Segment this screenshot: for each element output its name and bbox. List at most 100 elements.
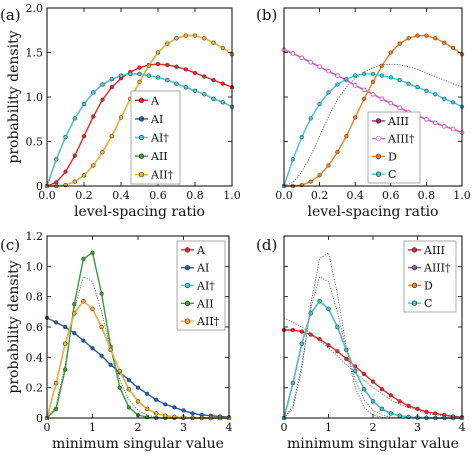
x-tick-label: 0 — [281, 421, 288, 434]
legend-swatch-marker — [411, 282, 418, 288]
data-point — [299, 135, 304, 140]
series-line-AIII — [284, 329, 463, 418]
x-tick-label: 0.4 — [346, 189, 364, 202]
data-point — [53, 406, 59, 411]
data-point — [81, 256, 86, 261]
data-point — [211, 96, 216, 101]
data-point — [317, 64, 322, 70]
data-point — [397, 399, 402, 404]
data-point — [109, 77, 114, 82]
data-point — [379, 387, 384, 392]
data-point — [163, 413, 168, 418]
legend-swatch-marker — [184, 265, 191, 271]
data-point — [202, 36, 207, 41]
legend-entry-label: AI† — [196, 280, 215, 293]
data-point — [126, 405, 131, 410]
data-point — [433, 92, 438, 97]
data-point — [53, 320, 59, 325]
data-point — [406, 403, 411, 408]
data-point — [362, 387, 367, 392]
legend-entry-label: AII† — [196, 315, 220, 328]
x-tick-label: 0.8 — [418, 189, 436, 202]
legend-swatch-marker — [184, 282, 191, 289]
x-axis-label: level-spacing ratio — [308, 204, 439, 220]
data-point — [108, 362, 113, 367]
data-point — [450, 126, 456, 132]
data-point — [190, 411, 195, 416]
legend-entry-label: C — [388, 168, 396, 181]
data-point — [335, 73, 340, 78]
data-point — [361, 87, 367, 93]
data-point — [388, 411, 393, 416]
data-point — [379, 73, 384, 78]
data-point — [63, 367, 68, 372]
legend: A AI AI† AII AII† — [176, 240, 226, 331]
data-point — [91, 114, 96, 119]
data-point — [63, 324, 68, 330]
legend-entry-label: AI† — [150, 132, 169, 145]
data-point — [370, 379, 376, 384]
data-point — [353, 368, 358, 374]
data-point — [290, 381, 295, 386]
y-tick-label: 1.5 — [26, 47, 44, 60]
data-point — [344, 134, 349, 139]
y-axis-label: probability density — [6, 260, 22, 393]
data-point — [53, 381, 59, 386]
data-point — [100, 150, 105, 155]
data-point — [81, 134, 87, 139]
data-point — [326, 68, 331, 74]
data-point — [72, 116, 77, 121]
x-tick-label: 1 — [325, 421, 332, 434]
legend-entry-label: AIII — [387, 115, 409, 128]
data-point — [192, 88, 198, 93]
x-axis-label: level-spacing ratio — [74, 204, 205, 220]
x-tick-label: 2 — [370, 421, 377, 434]
data-point — [146, 73, 151, 78]
data-point — [362, 96, 367, 101]
data-point — [172, 405, 177, 410]
legend: AIII AIII† DC — [403, 240, 457, 313]
data-point — [308, 179, 313, 184]
legend-swatch-marker — [411, 265, 418, 271]
legend-entry-label: A — [150, 94, 160, 107]
data-point — [192, 33, 198, 38]
data-point — [155, 75, 161, 80]
legend-entry-label: AI — [196, 262, 209, 275]
panel-label: (b) — [256, 6, 277, 24]
legend-swatch-marker — [184, 300, 191, 306]
data-point — [433, 36, 438, 41]
data-point — [370, 71, 376, 76]
legend-entry-label: AII — [196, 297, 214, 310]
x-tick-label: 1.0 — [453, 189, 471, 202]
data-point — [128, 71, 133, 76]
legend-swatch-marker — [184, 247, 191, 253]
data-point — [335, 324, 340, 330]
data-point — [202, 74, 207, 79]
data-point — [424, 116, 429, 122]
data-point — [174, 36, 179, 41]
data-point — [406, 36, 411, 41]
y-axis-label: probability density — [6, 30, 22, 163]
panel-label: (c) — [0, 236, 20, 254]
data-point — [99, 353, 104, 358]
x-tick-label: 2 — [135, 421, 142, 434]
data-point — [81, 338, 86, 343]
data-point — [137, 71, 142, 76]
legend-swatch-marker — [375, 153, 382, 159]
y-tick-label: 0 — [36, 180, 43, 193]
data-point — [326, 306, 331, 311]
data-point — [99, 324, 104, 330]
data-point — [406, 81, 411, 86]
data-point — [379, 96, 385, 102]
data-point — [433, 411, 438, 416]
legend-entry-label: AIII† — [423, 262, 451, 275]
data-point — [451, 45, 456, 51]
y-tick-label: 0.4 — [26, 351, 44, 364]
legend-box — [403, 240, 457, 313]
data-point — [290, 51, 296, 56]
y-tick-label: 0.2 — [26, 382, 44, 395]
data-point — [211, 40, 216, 45]
data-point — [54, 180, 59, 185]
data-point — [220, 100, 225, 105]
data-point — [63, 341, 68, 346]
